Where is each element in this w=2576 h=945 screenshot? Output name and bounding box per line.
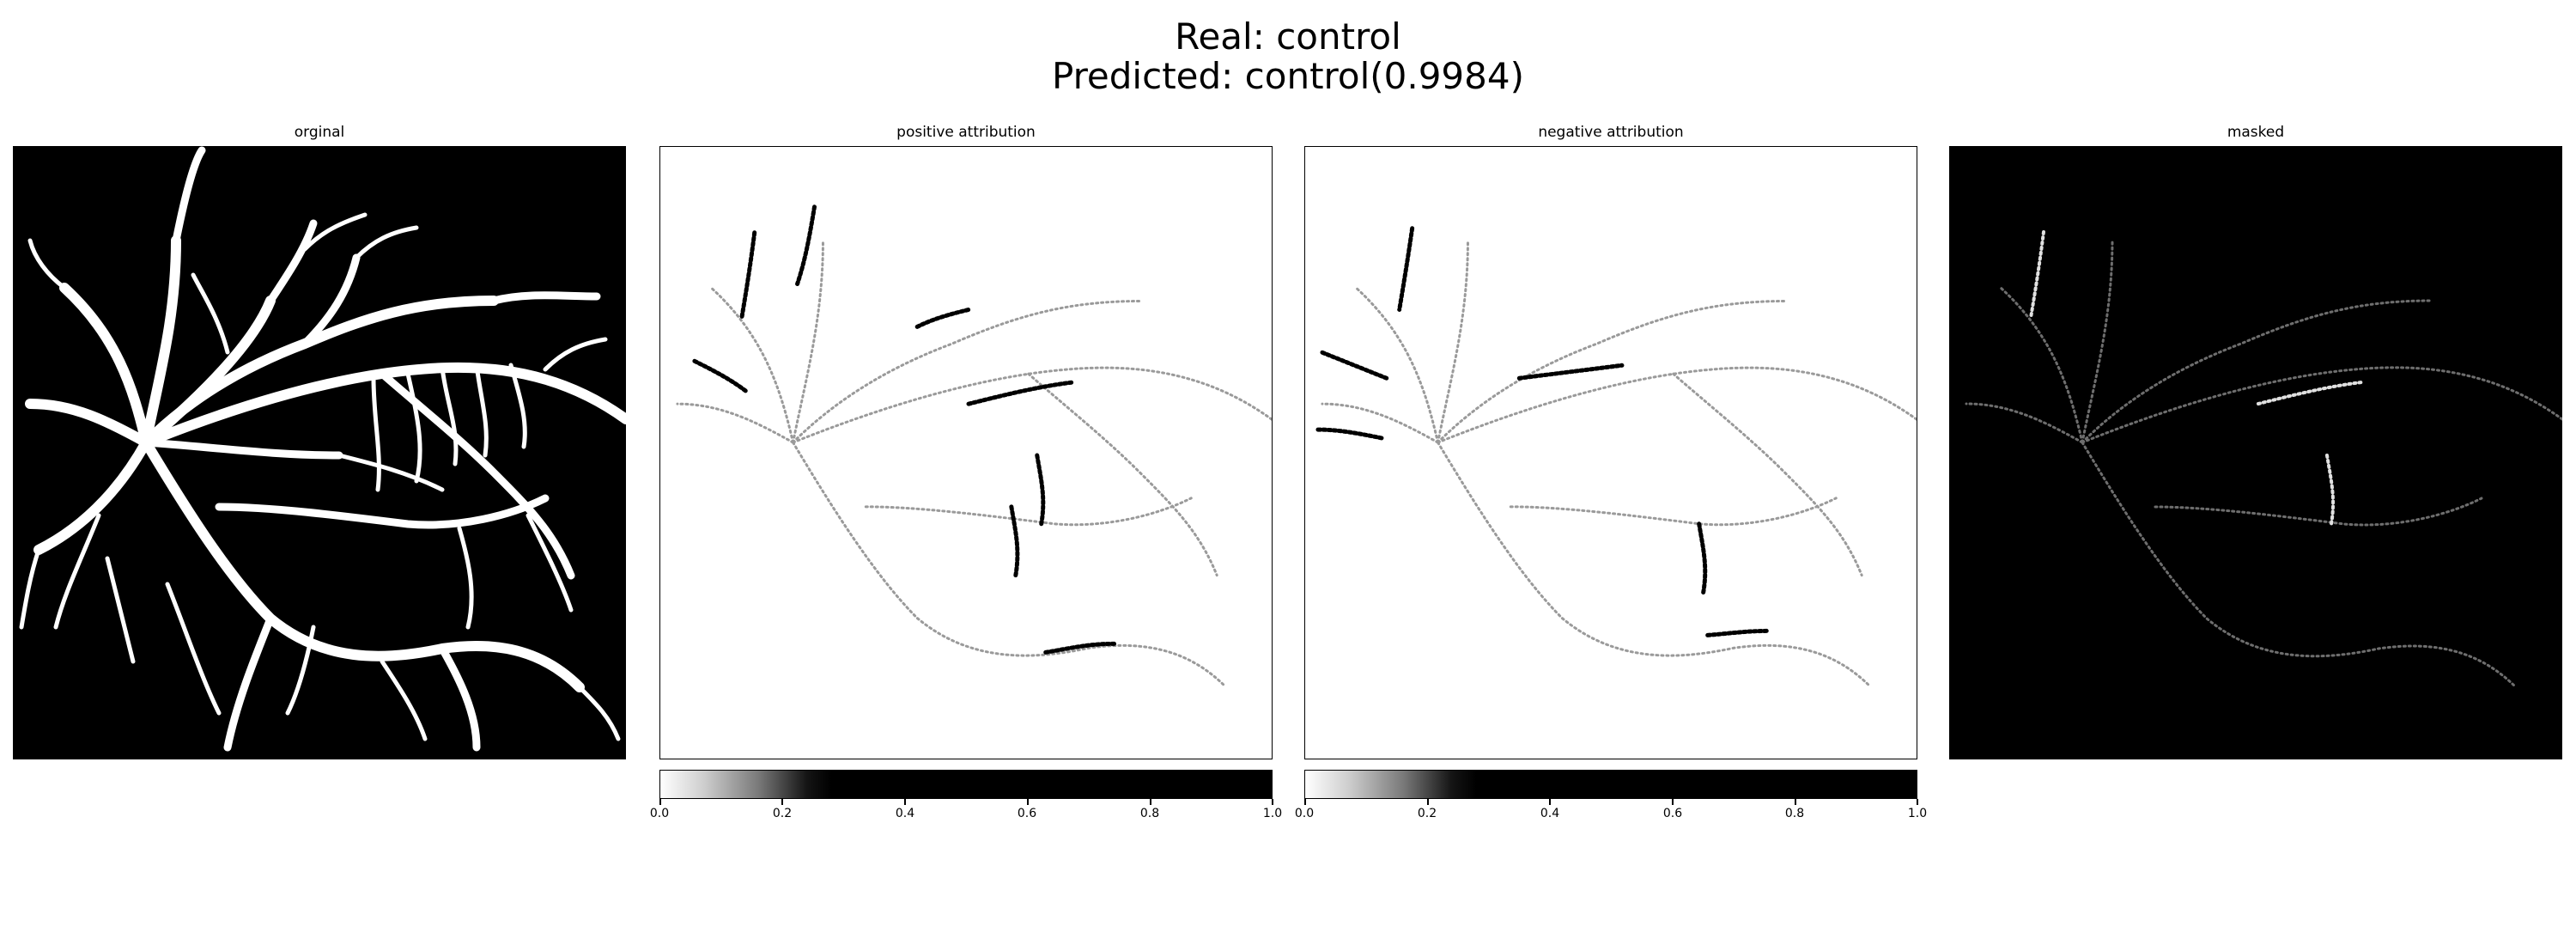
figure-title-real: Real: control [1175, 15, 1401, 58]
colorbar-tick [1027, 799, 1029, 805]
colorbar-tick [1427, 799, 1429, 805]
positive-attribution-map [659, 146, 1273, 759]
original-vessel-map [19, 146, 626, 752]
colorbar-tick-label: 1.0 [1262, 807, 1283, 820]
panel-title-negative-attribution: negative attribution [1538, 124, 1684, 141]
masked-vessel-overlay [1965, 230, 2562, 689]
negative-attribution-colorbar [1304, 770, 1917, 799]
negative-attribution-overlay [1315, 226, 1917, 688]
colorbar-tick [904, 799, 906, 805]
colorbar-tick-label: 0.0 [1294, 807, 1315, 820]
colorbar-tick [1917, 799, 1918, 805]
figure-title-predicted: Predicted: control(0.9984) [1052, 55, 1524, 97]
positive-attribution-colorbar [659, 770, 1273, 799]
colorbar-tick-label: 0.4 [1540, 807, 1560, 820]
colorbar-tick-label: 0.4 [895, 807, 915, 820]
panel-title-original: orginal [294, 124, 345, 141]
colorbar-tick [1304, 799, 1306, 805]
colorbar-tick [1272, 799, 1273, 805]
colorbar-tick-label: 0.8 [1784, 807, 1805, 820]
colorbar-tick-label: 0.6 [1017, 807, 1037, 820]
colorbar-tick-label: 0.2 [772, 807, 793, 820]
panel-title-positive-attribution: positive attribution [896, 124, 1036, 141]
masked-image [1949, 146, 2562, 759]
colorbar-tick-label: 0.6 [1662, 807, 1683, 820]
original-image [13, 146, 626, 759]
colorbar-tick [1795, 799, 1796, 805]
colorbar-tick [1672, 799, 1674, 805]
colorbar-tick-label: 0.0 [649, 807, 670, 820]
colorbar-tick [781, 799, 783, 805]
colorbar-tick [1549, 799, 1551, 805]
negative-attribution-map [1304, 146, 1917, 759]
positive-attribution-overlay [676, 204, 1272, 688]
colorbar-tick [1150, 799, 1151, 805]
panel-title-masked: masked [2227, 124, 2285, 141]
colorbar-tick-label: 0.2 [1417, 807, 1437, 820]
colorbar-tick-label: 1.0 [1907, 807, 1928, 820]
colorbar-tick [659, 799, 661, 805]
colorbar-tick-label: 0.8 [1139, 807, 1160, 820]
